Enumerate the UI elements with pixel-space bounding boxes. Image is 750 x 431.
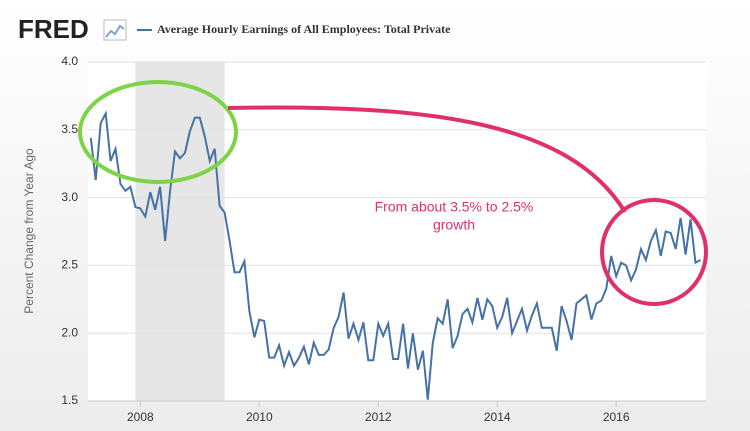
y-tick-label: 1.5	[61, 393, 78, 407]
y-tick-label: 3.5	[61, 122, 78, 136]
x-tick-label: 2016	[603, 410, 630, 424]
x-tick-label: 2012	[365, 410, 392, 424]
x-tick-label: 2008	[127, 410, 154, 424]
recession-shade	[135, 62, 225, 401]
annotation-text: From about 3.5% to 2.5%	[375, 199, 534, 215]
x-tick-label: 2010	[246, 410, 273, 424]
logo: FRED	[18, 14, 89, 44]
annotation-arrow	[227, 105, 627, 214]
annotation-text: growth	[433, 217, 475, 233]
legend-label: Average Hourly Earnings of All Employees…	[157, 22, 451, 36]
logo-icon	[103, 19, 127, 41]
y-tick-label: 4.0	[61, 54, 78, 68]
y-axis-label: Percent Change from Year Ago	[22, 148, 36, 314]
x-tick-label: 2014	[484, 410, 511, 424]
y-tick-label: 3.0	[61, 190, 78, 204]
y-tick-label: 2.0	[61, 325, 78, 339]
highlight-ellipse	[78, 80, 238, 184]
y-tick-label: 2.5	[61, 258, 78, 272]
series-line	[89, 110, 701, 400]
highlight-circle	[600, 198, 708, 306]
